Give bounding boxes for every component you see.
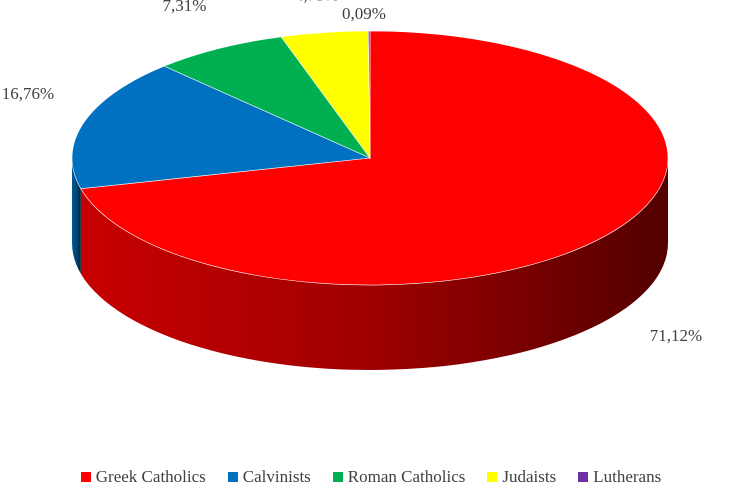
legend-swatch [332,472,343,482]
legend-item-judaists: Judaists [487,467,556,487]
data-label-calvinists: 16,76% [2,84,54,103]
legend-swatch [80,472,91,482]
pie-slice-greek-catholics [80,30,669,286]
data-label-judaists: 4,73% [295,0,339,4]
chart-legend: Greek Catholics Calvinists Roman Catholics… [0,462,742,492]
legend-swatch [578,472,589,482]
pie-slice-side-greek-catholics [80,158,669,371]
legend-label: Roman Catholics [347,467,466,486]
pie-chart-svg: 71,12% 16,76% 7,31% 4,73%0,09% [2,0,702,371]
pie-slice-lutherans [368,30,371,159]
pie-slice-side-calvinists [72,158,81,274]
data-label-roman-catholics: 7,31% [163,0,207,15]
pie-slice-calvinists [71,65,372,190]
legend-item-lutherans: Lutherans [578,467,661,487]
legend-label: Calvinists [242,467,311,486]
legend-swatch [227,472,238,482]
legend-label: Greek Catholics [95,467,206,486]
data-label-lutherans: 0,09% [342,4,386,23]
legend-label: Judaists [502,467,557,486]
data-label-greek-catholics: 71,12% [650,326,702,345]
legend-item-greek-catholics: Greek Catholics [80,467,206,487]
legend-swatch [487,472,498,482]
legend-label: Lutherans [593,467,662,486]
legend-item-calvinists: Calvinists [227,467,311,487]
pie-slice-roman-catholics [163,36,371,159]
legend-item-roman-catholics: Roman Catholics [332,467,466,487]
